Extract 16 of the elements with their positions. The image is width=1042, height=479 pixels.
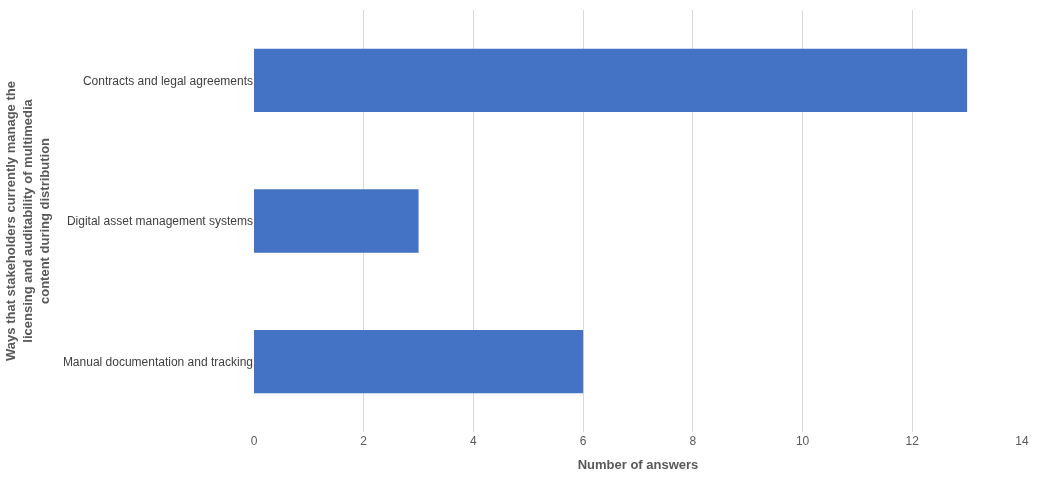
x-tick-label: 12 xyxy=(905,434,920,448)
x-tick-label: 10 xyxy=(795,434,810,448)
y-axis-title: Ways that stakeholders currently manage the licensing and auditability of multimedia content during distribution xyxy=(3,81,52,361)
x-tick-label: 4 xyxy=(470,434,478,448)
x-tick-label: 14 xyxy=(1015,434,1029,448)
y-tick-label: Manual documentation and tracking xyxy=(62,354,253,369)
x-axis-title: Number of answers xyxy=(577,456,699,472)
x-tick-label: 8 xyxy=(689,434,697,448)
x-tick-label: 2 xyxy=(360,434,368,448)
y-tick-label: Digital asset management systems xyxy=(66,214,253,229)
bar xyxy=(254,189,419,253)
x-tick-label: 6 xyxy=(579,434,587,448)
y-tick-label: Contracts and legal agreements xyxy=(82,73,253,88)
x-tick-label: 0 xyxy=(250,434,258,448)
bar xyxy=(254,48,968,112)
bar xyxy=(254,330,584,394)
